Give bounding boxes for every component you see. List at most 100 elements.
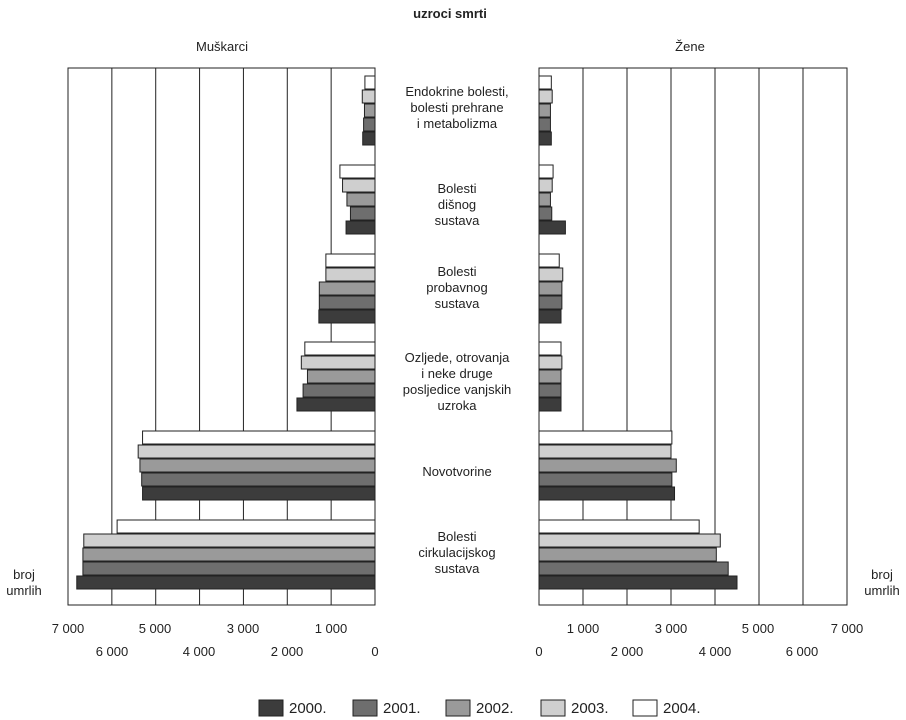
- bar-men-2003: [342, 178, 376, 193]
- bar-men-2002: [139, 458, 376, 473]
- bar-men-2003: [300, 355, 376, 370]
- category-label: Bolesti cirkulacijskog sustava: [418, 529, 495, 576]
- tick-label: 6 000: [96, 644, 129, 659]
- bar-men-2000: [296, 397, 376, 412]
- bar-men-2000: [318, 309, 376, 324]
- bar-women-2000: [538, 575, 738, 590]
- legend-swatch: [540, 699, 566, 717]
- tick-label: 4 000: [183, 644, 216, 659]
- bar-men-2001: [302, 383, 376, 398]
- axis-label-right: broj umrlih: [864, 567, 899, 598]
- bar-women-2001: [538, 561, 729, 576]
- bar-women-2000: [538, 309, 562, 324]
- bar-men-2003: [137, 444, 376, 459]
- bar-women-2001: [538, 206, 553, 221]
- tick-label: 5 000: [139, 621, 172, 636]
- plot-frame: [67, 67, 376, 606]
- bar-men-2003: [83, 533, 376, 548]
- bar-men-2004: [364, 75, 376, 90]
- bar-women-2002: [538, 103, 551, 118]
- legend: 2000. 2001. 2002. 2003. 2004.: [258, 699, 701, 717]
- tick-label: 3 000: [227, 621, 260, 636]
- tick-label: 6 000: [786, 644, 819, 659]
- panel-title-right: Žene: [675, 39, 705, 54]
- bar-women-2002: [538, 192, 551, 207]
- bar-men-2000: [345, 220, 376, 235]
- bar-women-2003: [538, 355, 563, 370]
- bar-men-2001: [349, 206, 376, 221]
- bar-women-2000: [538, 397, 562, 412]
- bar-women-2003: [538, 267, 564, 282]
- bar-men-2004: [339, 164, 376, 179]
- bar-women-2001: [538, 295, 563, 310]
- legend-label: 2001.: [383, 700, 421, 717]
- legend-label: 2003.: [571, 700, 609, 717]
- tick-label: 0: [535, 644, 542, 659]
- bar-men-2004: [304, 341, 376, 356]
- bar-women-2004: [538, 519, 700, 534]
- tick-label: 4 000: [699, 644, 732, 659]
- bar-men-2004: [116, 519, 376, 534]
- bar-women-2004: [538, 164, 554, 179]
- bar-men-2002: [306, 369, 376, 384]
- tick-label: 1 000: [315, 621, 348, 636]
- bar-men-2004: [142, 430, 376, 445]
- tick-label: 5 000: [742, 621, 775, 636]
- bar-women-2003: [538, 444, 672, 459]
- bar-men-2002: [363, 103, 376, 118]
- bar-men-2003: [325, 267, 376, 282]
- category-labels: Endokrine bolesti, bolesti prehrane i meta…: [403, 84, 511, 576]
- category-label: Ozljede, otrovanja i neke druge posljedice…: [403, 350, 511, 413]
- tick-label: 0: [371, 644, 378, 659]
- tick-label: 1 000: [567, 621, 600, 636]
- tick-label: 2 000: [611, 644, 644, 659]
- legend-label: 2004.: [663, 700, 701, 717]
- bar-men-2000: [142, 486, 376, 501]
- tick-labels: 7 000 5 000 3 000 1 000 6 000 4 000 2 000 0 1 00…: [52, 621, 864, 659]
- bar-men-2002: [346, 192, 376, 207]
- category-label: Novotvorine: [422, 464, 491, 479]
- right-panel: [538, 67, 848, 606]
- bar-men-2003: [361, 89, 376, 104]
- legend-label: 2000.: [289, 700, 327, 717]
- bar-women-2004: [538, 341, 562, 356]
- bar-men-2004: [325, 253, 376, 268]
- left-panel: [67, 67, 376, 606]
- bar-women-2002: [538, 547, 717, 562]
- legend-swatch: [352, 699, 378, 717]
- tick-label: 7 000: [831, 621, 864, 636]
- category-label: Bolesti probavnog sustava: [426, 264, 487, 311]
- axis-labels: broj umrlih broj umrlih: [6, 567, 899, 598]
- bar-women-2001: [538, 117, 551, 132]
- bar-women-2000: [538, 220, 566, 235]
- panel-title-left: Muškarci: [196, 39, 248, 54]
- bar-women-2000: [538, 131, 552, 146]
- plot-frame: [538, 67, 848, 606]
- bar-women-2003: [538, 178, 553, 193]
- bar-women-2003: [538, 533, 721, 548]
- bar-men-2001: [318, 295, 376, 310]
- bar-men-2000: [76, 575, 376, 590]
- category-label: Endokrine bolesti, bolesti prehrane i meta…: [405, 84, 508, 131]
- axis-label-left: broj umrlih: [6, 567, 41, 598]
- bar-women-2002: [538, 281, 563, 296]
- bar-women-2004: [538, 430, 673, 445]
- bar-women-2001: [538, 383, 562, 398]
- bar-men-2002: [318, 281, 376, 296]
- bar-women-2001: [538, 472, 673, 487]
- bar-women-2000: [538, 486, 676, 501]
- bar-men-2002: [82, 547, 376, 562]
- legend-swatch: [258, 699, 284, 717]
- legend-swatch: [632, 699, 658, 717]
- category-label: Bolesti dišnog sustava: [435, 181, 481, 228]
- bar-women-2003: [538, 89, 553, 104]
- tick-label: 3 000: [655, 621, 688, 636]
- bar-women-2004: [538, 75, 552, 90]
- bar-men-2001: [82, 561, 376, 576]
- bar-men-2001: [363, 117, 376, 132]
- bar-men-2001: [141, 472, 376, 487]
- tick-label: 7 000: [52, 621, 85, 636]
- bar-men-2000: [362, 131, 376, 146]
- tick-label: 2 000: [271, 644, 304, 659]
